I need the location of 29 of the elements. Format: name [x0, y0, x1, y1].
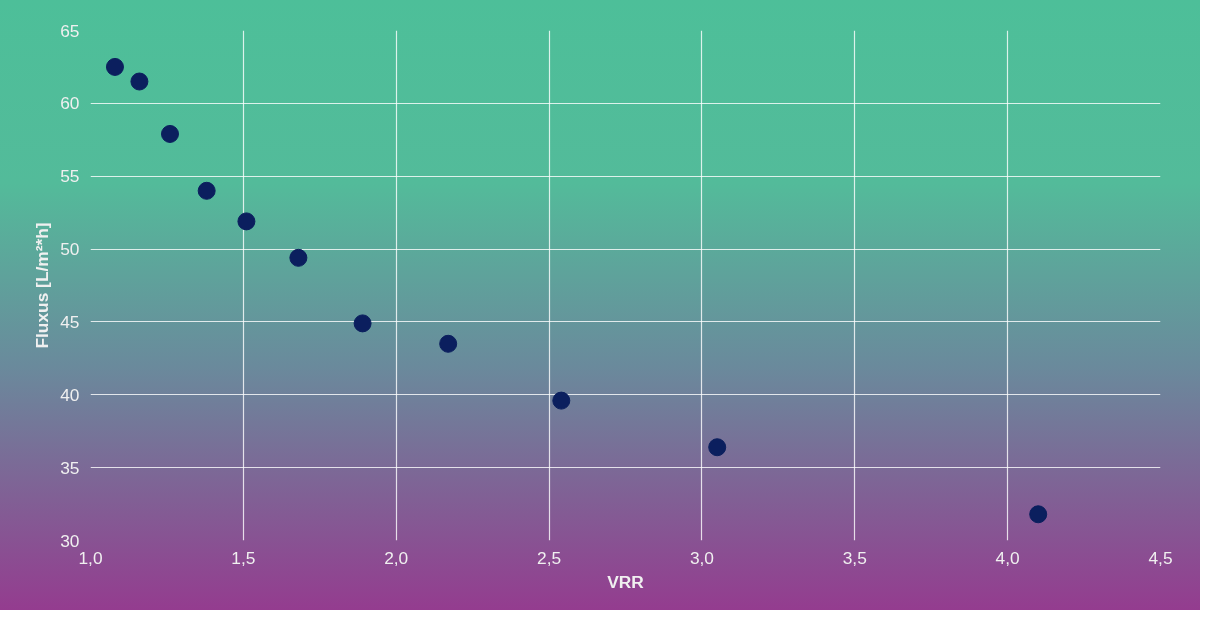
point [160, 124, 179, 143]
point [353, 314, 372, 333]
point [197, 181, 216, 200]
point [708, 438, 727, 457]
y-tick-label: 35 [60, 457, 80, 478]
x-tick-label: 1,5 [231, 547, 256, 568]
y-tick-label: 30 [60, 530, 80, 551]
point [1029, 505, 1048, 524]
x-axis-title: VRR [607, 571, 645, 592]
x-tick-label: 2,0 [384, 547, 409, 568]
point [552, 391, 571, 410]
y-tick-label: 60 [60, 93, 80, 114]
point [289, 248, 308, 267]
x-tick-label: 2,5 [537, 547, 562, 568]
x-tick-label: 3,5 [842, 547, 867, 568]
y-tick-label: 40 [60, 384, 80, 405]
y-tick-label: 45 [60, 311, 80, 332]
point [237, 212, 256, 231]
x-tick-label: 4,0 [995, 547, 1020, 568]
y-tick-label: 55 [60, 166, 80, 187]
x-tick-label: 1,0 [78, 547, 103, 568]
y-tick-label: 50 [60, 239, 80, 260]
point [439, 334, 458, 353]
point [130, 72, 149, 91]
y-tick-label: 65 [60, 20, 80, 41]
point [105, 57, 124, 76]
x-tick-label: 3,0 [689, 547, 714, 568]
x-tick-label: 4,5 [1148, 547, 1173, 568]
y-axis-title: Fluxus [L/m²*h] [32, 222, 53, 349]
